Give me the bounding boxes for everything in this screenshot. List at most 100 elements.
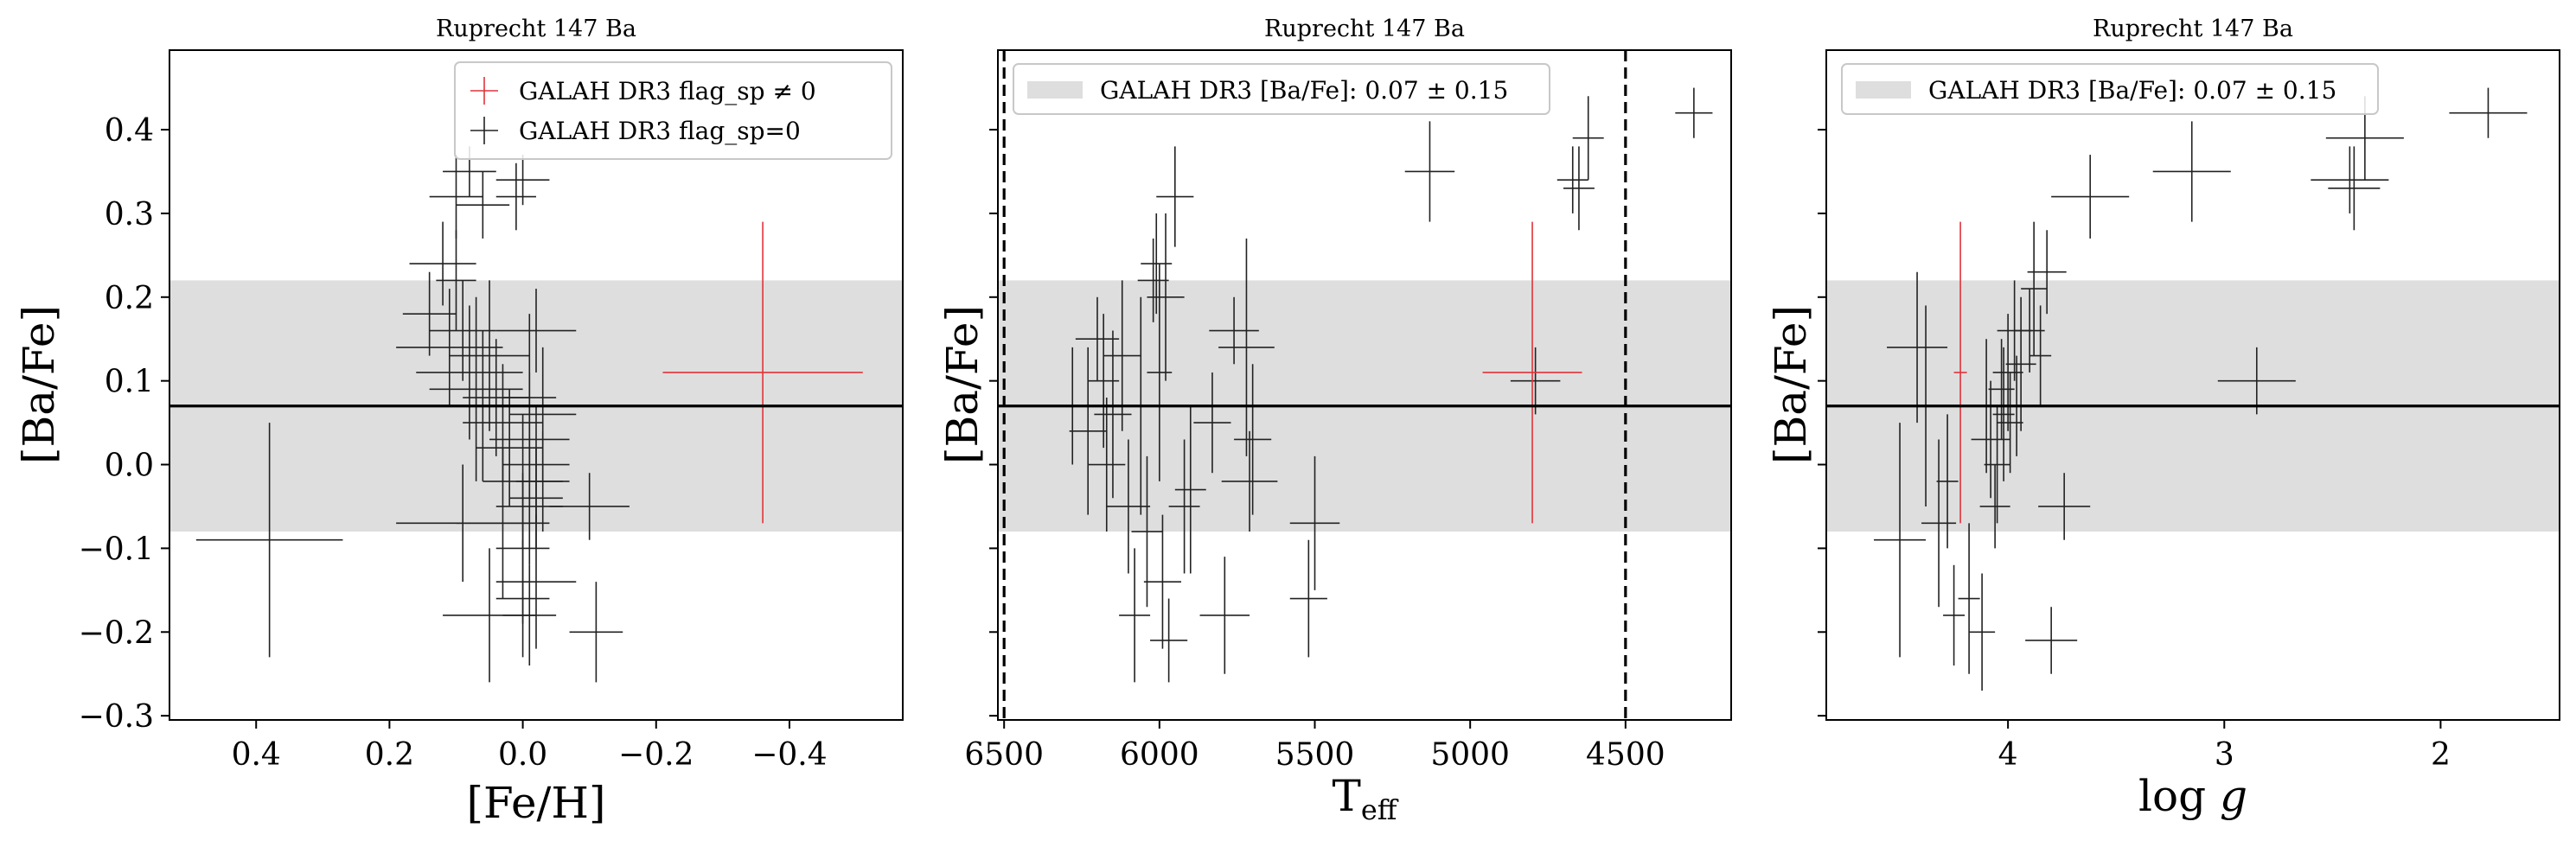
data-point-unflagged bbox=[1069, 347, 1107, 515]
panel-feh: Ruprecht 147 Ba [Fe/H] [Ba/Fe] GALAH DR3… bbox=[14, 16, 904, 828]
panel-title: Ruprecht 147 Ba bbox=[436, 16, 636, 42]
data-point-unflagged bbox=[1969, 573, 1996, 691]
data-point-unflagged bbox=[2449, 87, 2528, 138]
data-point-unflagged bbox=[1289, 539, 1327, 658]
plot-frame bbox=[997, 49, 1732, 721]
data-point-unflagged bbox=[1992, 347, 2015, 481]
data-point-unflagged bbox=[1874, 423, 1927, 658]
data-point-unflagged bbox=[402, 271, 457, 356]
y-tick-label: −0.2 bbox=[79, 615, 154, 651]
data-point-unflagged bbox=[1979, 464, 2010, 549]
data-point-unflagged bbox=[1510, 347, 1561, 415]
data-point-unflagged bbox=[1088, 314, 1120, 449]
data-point-unflagged bbox=[1075, 296, 1120, 381]
data-point-unflagged bbox=[396, 289, 503, 406]
data-point-unflagged bbox=[1218, 238, 1275, 456]
data-point-unflagged bbox=[495, 162, 536, 231]
data-point-unflagged bbox=[1137, 238, 1169, 322]
data-point-unflagged bbox=[495, 514, 577, 649]
legend-marker-flagged bbox=[470, 77, 498, 105]
data-point-unflagged bbox=[456, 171, 510, 239]
panel-title: Ruprecht 147 Ba bbox=[1264, 16, 1465, 42]
x-tick-label: 6000 bbox=[1120, 737, 1199, 773]
plot-frame bbox=[169, 49, 904, 721]
data-point-unflagged bbox=[396, 464, 530, 583]
legend: GALAH DR3 [Ba/Fe]: 0.07 ± 0.15 bbox=[1841, 63, 2379, 115]
data-point-unflagged bbox=[495, 155, 550, 206]
x-tick-label: 5500 bbox=[1275, 737, 1355, 773]
y-axis-label: [Ba/Fe] bbox=[1766, 305, 1816, 464]
y-tick-label: 0.2 bbox=[105, 281, 154, 316]
legend-marker-band bbox=[1027, 81, 1083, 99]
x-tick-label: 5000 bbox=[1430, 737, 1510, 773]
data-point-unflagged bbox=[1958, 523, 1980, 674]
legend-marker-unflagged bbox=[470, 117, 498, 144]
data-point-unflagged bbox=[549, 473, 630, 540]
y-axis-label: [Ba/Fe] bbox=[937, 305, 988, 464]
x-tick-label: 0.0 bbox=[498, 737, 547, 773]
data-point-unflagged bbox=[515, 430, 570, 532]
x-tick-label: 2 bbox=[2431, 737, 2451, 773]
legend-label-unflagged: GALAH DR3 flag_sp=0 bbox=[519, 117, 801, 145]
data-point-unflagged bbox=[1921, 439, 1957, 608]
data-point-unflagged bbox=[2038, 473, 2091, 540]
data-point-unflagged bbox=[2025, 607, 2078, 674]
data-point-unflagged bbox=[2027, 230, 2067, 315]
data-point-flagged bbox=[662, 221, 863, 524]
y-tick-label: 0.1 bbox=[105, 365, 154, 400]
data-point-unflagged bbox=[476, 389, 543, 506]
data-point-unflagged bbox=[2014, 289, 2045, 373]
data-point-unflagged bbox=[1168, 439, 1200, 574]
panel-teff: Ruprecht 147 Ba Teff [Ba/Fe] GALAH DR3 [… bbox=[937, 16, 1732, 826]
data-point-unflagged bbox=[1404, 121, 1455, 222]
data-point-unflagged bbox=[1174, 405, 1206, 574]
data-point-unflagged bbox=[1563, 146, 1595, 231]
y-tick-label: −0.3 bbox=[79, 699, 154, 735]
data-point-unflagged bbox=[495, 289, 577, 373]
data-point-unflagged bbox=[1209, 296, 1259, 365]
x-tick-label: 3 bbox=[2215, 737, 2234, 773]
data-point-unflagged bbox=[1106, 439, 1151, 574]
panel-logg: Ruprecht 147 Ba log g [Ba/Fe] GALAH DR3 … bbox=[1766, 16, 2560, 821]
x-tick-label: 4 bbox=[1998, 737, 2018, 773]
plot-frame bbox=[1825, 49, 2560, 721]
data-point-unflagged bbox=[569, 582, 623, 683]
data-point-unflagged bbox=[1943, 564, 1966, 666]
legend-marker-band bbox=[1856, 81, 1911, 99]
x-tick-label: −0.2 bbox=[618, 737, 694, 773]
data-point-unflagged bbox=[1234, 364, 1272, 515]
y-axis-label: [Ba/Fe] bbox=[14, 305, 64, 464]
x-axis-label: Teff bbox=[1332, 771, 1398, 826]
data-point-unflagged bbox=[429, 155, 483, 239]
data-point-unflagged bbox=[1147, 213, 1185, 381]
y-tick-label: 0.3 bbox=[105, 197, 154, 232]
data-point-unflagged bbox=[1119, 548, 1151, 683]
data-point-unflagged bbox=[1156, 146, 1194, 247]
data-point-unflagged bbox=[409, 221, 476, 306]
x-axis-label: [Fe/H] bbox=[466, 778, 605, 828]
x-tick-label: −0.4 bbox=[751, 737, 827, 773]
data-point-unflagged bbox=[2328, 146, 2381, 231]
data-point-unflagged bbox=[2217, 347, 2296, 415]
panel-title: Ruprecht 147 Ba bbox=[2093, 16, 2293, 42]
data-point-unflagged bbox=[429, 280, 496, 381]
data-point-unflagged bbox=[2152, 121, 2231, 222]
data-point-unflagged bbox=[1936, 414, 1959, 549]
data-point-unflagged bbox=[1150, 598, 1188, 683]
data-point-unflagged bbox=[416, 305, 523, 440]
data-point-unflagged bbox=[1199, 557, 1250, 674]
data-point-unflagged bbox=[2029, 305, 2052, 406]
x-tick-label: 6500 bbox=[964, 737, 1044, 773]
data-point-unflagged bbox=[1193, 372, 1231, 474]
data-point-unflagged bbox=[1997, 372, 2023, 474]
legend-box bbox=[1841, 63, 2379, 115]
data-point-unflagged bbox=[1221, 430, 1278, 532]
x-axis-label: log g bbox=[2138, 771, 2247, 821]
data-point-unflagged bbox=[1143, 514, 1181, 649]
y-tick-label: 0.0 bbox=[105, 449, 154, 484]
data-point-unflagged bbox=[495, 539, 550, 658]
legend-box bbox=[1013, 63, 1550, 115]
data-point-unflagged bbox=[1556, 146, 1588, 213]
data-point-flagged bbox=[1953, 221, 1967, 524]
